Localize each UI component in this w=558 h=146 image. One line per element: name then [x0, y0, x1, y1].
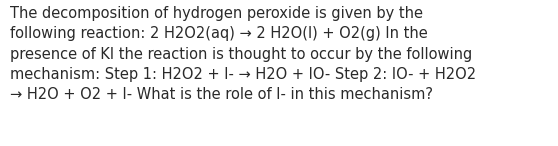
Text: The decomposition of hydrogen peroxide is given by the
following reaction: 2 H2O: The decomposition of hydrogen peroxide i…	[10, 6, 476, 102]
